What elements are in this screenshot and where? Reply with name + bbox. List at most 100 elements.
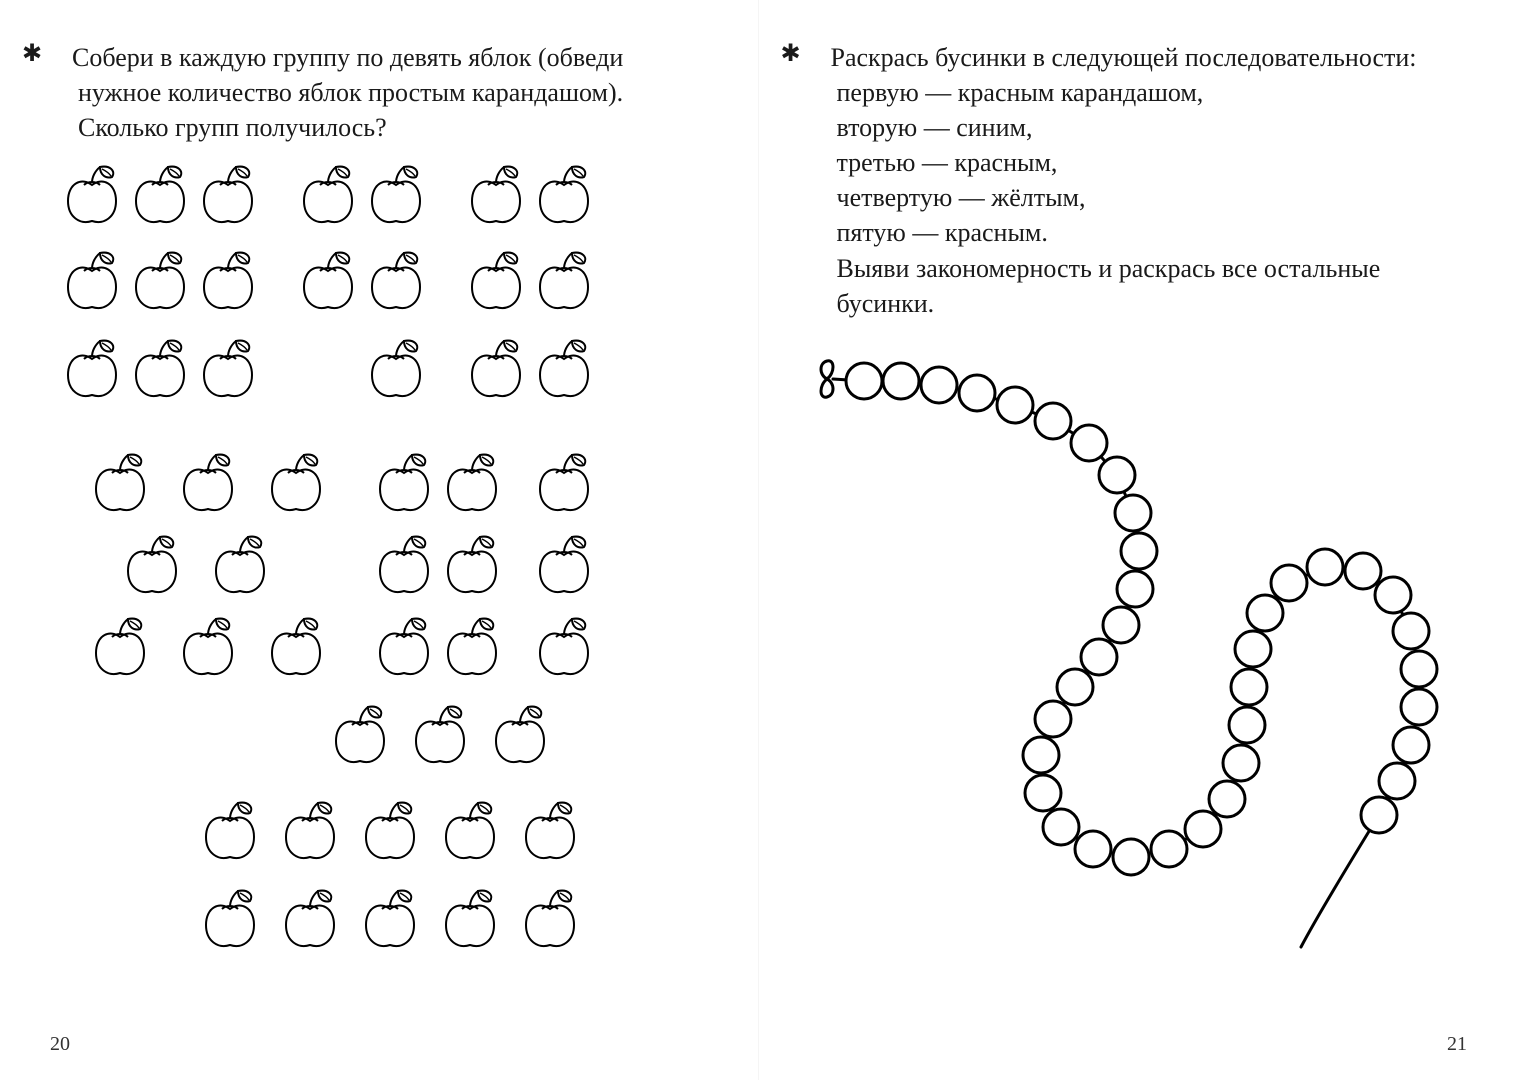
apple-icon — [130, 249, 190, 313]
apple-icon — [374, 533, 434, 597]
apple-icon — [490, 703, 550, 767]
bead — [1401, 689, 1437, 725]
bullet-star-icon: ✱ — [809, 42, 831, 66]
task-line-1: первую — красным карандашом, — [837, 78, 1204, 107]
apple-icon — [266, 451, 326, 515]
bead — [1307, 549, 1343, 585]
apple-icon — [198, 249, 258, 313]
apple-icon — [130, 163, 190, 227]
bead — [1071, 425, 1107, 461]
bead — [1223, 745, 1259, 781]
bead — [846, 363, 882, 399]
apple-icon — [534, 249, 594, 313]
apple-icon — [198, 337, 258, 401]
apple-icon — [442, 533, 502, 597]
bead — [1393, 613, 1429, 649]
task-line-2: вторую — синим, — [837, 113, 1033, 142]
apple-icon — [178, 615, 238, 679]
page-left: ✱Собери в каждую группу по девять яблок … — [0, 0, 759, 1080]
task-line-5: пятую — красным. — [837, 218, 1048, 247]
bead — [1035, 701, 1071, 737]
apple-icon — [360, 887, 420, 951]
apple-icon — [534, 533, 594, 597]
apple-icon — [366, 163, 426, 227]
bead — [1043, 809, 1079, 845]
apple-icon — [266, 615, 326, 679]
apples-illustration — [50, 163, 670, 993]
apple-icon — [62, 249, 122, 313]
apple-icon — [374, 451, 434, 515]
bead — [1209, 781, 1245, 817]
task-text-left: ✱Собери в каждую группу по девять яблок … — [50, 40, 708, 145]
bead — [1231, 669, 1267, 705]
task-text-right: ✱Раскрась бусинки в следующей последоват… — [809, 40, 1468, 321]
page-spread: ✱Собери в каждую группу по девять яблок … — [0, 0, 1517, 1080]
page-number-left: 20 — [50, 1033, 70, 1056]
bead — [1099, 457, 1135, 493]
beads-illustration — [809, 351, 1469, 971]
apple-icon — [200, 799, 260, 863]
apple-icon — [298, 249, 358, 313]
apple-icon — [62, 337, 122, 401]
apple-icon — [62, 163, 122, 227]
task-body-right: Раскрась бусинки в следующей последовате… — [831, 43, 1417, 72]
apple-icon — [280, 887, 340, 951]
bead — [1023, 737, 1059, 773]
apple-icon — [466, 337, 526, 401]
apple-icon — [534, 615, 594, 679]
bead — [1375, 577, 1411, 613]
task-line-4: четвертую — жёлтым, — [837, 183, 1086, 212]
bead — [1151, 831, 1187, 867]
bead — [1185, 811, 1221, 847]
bead — [1103, 607, 1139, 643]
task-followup: Выяви закономерность и раскрась все оста… — [837, 254, 1381, 318]
apple-icon — [198, 163, 258, 227]
bead — [1361, 797, 1397, 833]
bead — [1113, 839, 1149, 875]
apple-icon — [440, 799, 500, 863]
task-line-3: третью — красным, — [837, 148, 1058, 177]
bead — [1117, 571, 1153, 607]
apple-icon — [130, 337, 190, 401]
bead — [1379, 763, 1415, 799]
bead — [1235, 631, 1271, 667]
bead — [1345, 553, 1381, 589]
apple-icon — [534, 337, 594, 401]
bead — [1057, 669, 1093, 705]
apple-icon — [440, 887, 500, 951]
page-right: ✱Раскрась бусинки в следующей последоват… — [759, 0, 1517, 1080]
bead — [921, 367, 957, 403]
bead — [1229, 707, 1265, 743]
apple-icon — [442, 451, 502, 515]
bullet-star-icon: ✱ — [50, 42, 72, 66]
apple-icon — [280, 799, 340, 863]
apple-icon — [466, 249, 526, 313]
bead — [997, 387, 1033, 423]
apple-icon — [178, 451, 238, 515]
apple-icon — [366, 249, 426, 313]
apple-icon — [442, 615, 502, 679]
apple-icon — [90, 451, 150, 515]
apple-icon — [90, 615, 150, 679]
apple-icon — [374, 615, 434, 679]
apple-icon — [200, 887, 260, 951]
bead — [1401, 651, 1437, 687]
bead — [1081, 639, 1117, 675]
apple-icon — [534, 163, 594, 227]
bead — [1035, 403, 1071, 439]
bead-string — [809, 351, 1469, 971]
bead — [1247, 595, 1283, 631]
apple-icon — [520, 887, 580, 951]
bead — [1271, 565, 1307, 601]
bead — [1121, 533, 1157, 569]
apple-icon — [298, 163, 358, 227]
apple-icon — [466, 163, 526, 227]
apple-icon — [122, 533, 182, 597]
apple-icon — [520, 799, 580, 863]
page-number-right: 21 — [1447, 1033, 1467, 1056]
apple-icon — [410, 703, 470, 767]
apple-icon — [210, 533, 270, 597]
bead — [1025, 775, 1061, 811]
apple-icon — [366, 337, 426, 401]
bead — [1115, 495, 1151, 531]
